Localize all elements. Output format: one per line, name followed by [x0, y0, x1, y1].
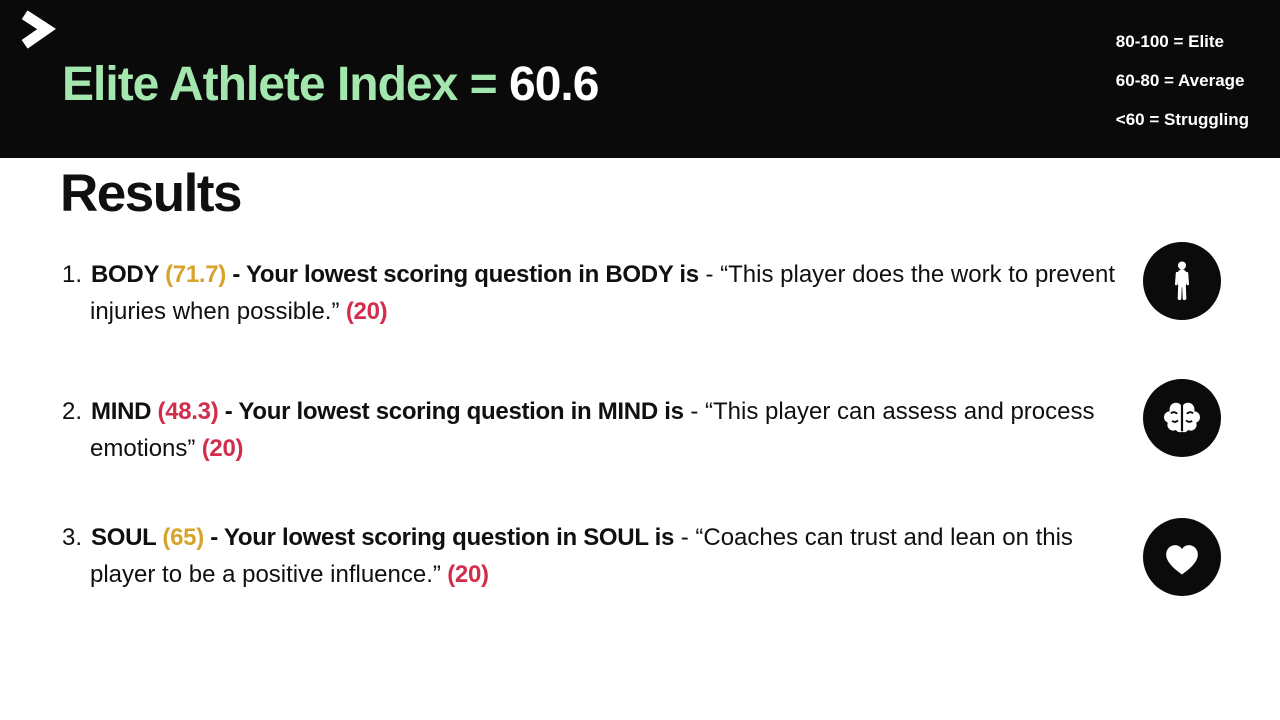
title-label: Elite Athlete Index =: [62, 58, 510, 111]
category-label: MIND: [91, 398, 158, 425]
legend-average: 60-80 = Average: [1115, 71, 1245, 90]
title-score-value: 60.6: [509, 58, 599, 111]
results-heading: Results: [60, 164, 242, 223]
category-score: (48.3): [157, 398, 219, 425]
item-number: 3.: [62, 524, 83, 551]
result-text-mind: 2. MIND (48.3) - Your lowest scoring ques…: [62, 393, 1120, 467]
category-score: (65): [162, 524, 204, 551]
header-bar: Elite Athlete Index = 60.6 80-100 = Elit…: [0, 0, 1280, 158]
item-number: 2.: [62, 398, 83, 425]
question-quote: - “Coaches can trust and lean on this pl…: [90, 524, 1073, 588]
item-number: 1.: [62, 261, 83, 288]
statement-bold: - Your lowest scoring question in BODY i…: [226, 261, 699, 288]
result-text-soul: 3. SOUL (65) - Your lowest scoring questi…: [62, 519, 1120, 593]
result-item-mind: 2. MIND (48.3) - Your lowest scoring ques…: [62, 393, 1120, 467]
statement-bold: - Your lowest scoring question in MIND i…: [218, 398, 684, 425]
body-icon: [1143, 242, 1221, 320]
result-item-soul: 3. SOUL (65) - Your lowest scoring questi…: [62, 519, 1120, 593]
question-quote: - “This player does the work to prevent …: [90, 261, 1115, 325]
result-text-body: 1. BODY (71.7) - Your lowest scoring ques…: [62, 256, 1120, 330]
category-label: SOUL: [91, 524, 163, 551]
heart-icon: [1143, 518, 1221, 596]
page-title: Elite Athlete Index = 60.6: [62, 57, 599, 112]
legend-elite: 80-100 = Elite: [1115, 32, 1225, 51]
question-score: (20): [440, 561, 489, 588]
statement-bold: - Your lowest scoring question in SOUL i…: [203, 524, 675, 551]
category-score: (71.7): [165, 261, 226, 288]
brand-chevron-icon: [19, 9, 57, 51]
question-quote: - “This player can assess and process em…: [90, 398, 1095, 462]
result-item-body: 1. BODY (71.7) - Your lowest scoring ques…: [62, 256, 1120, 330]
brain-icon: [1143, 379, 1221, 457]
category-label: BODY: [91, 261, 166, 288]
legend-struggling: <60 = Struggling: [1115, 110, 1249, 129]
question-score: (20): [339, 298, 388, 325]
question-score: (20): [195, 435, 244, 462]
score-legend: 80-100 = Elite 60-80 = Average <60 = Str…: [1116, 33, 1249, 128]
